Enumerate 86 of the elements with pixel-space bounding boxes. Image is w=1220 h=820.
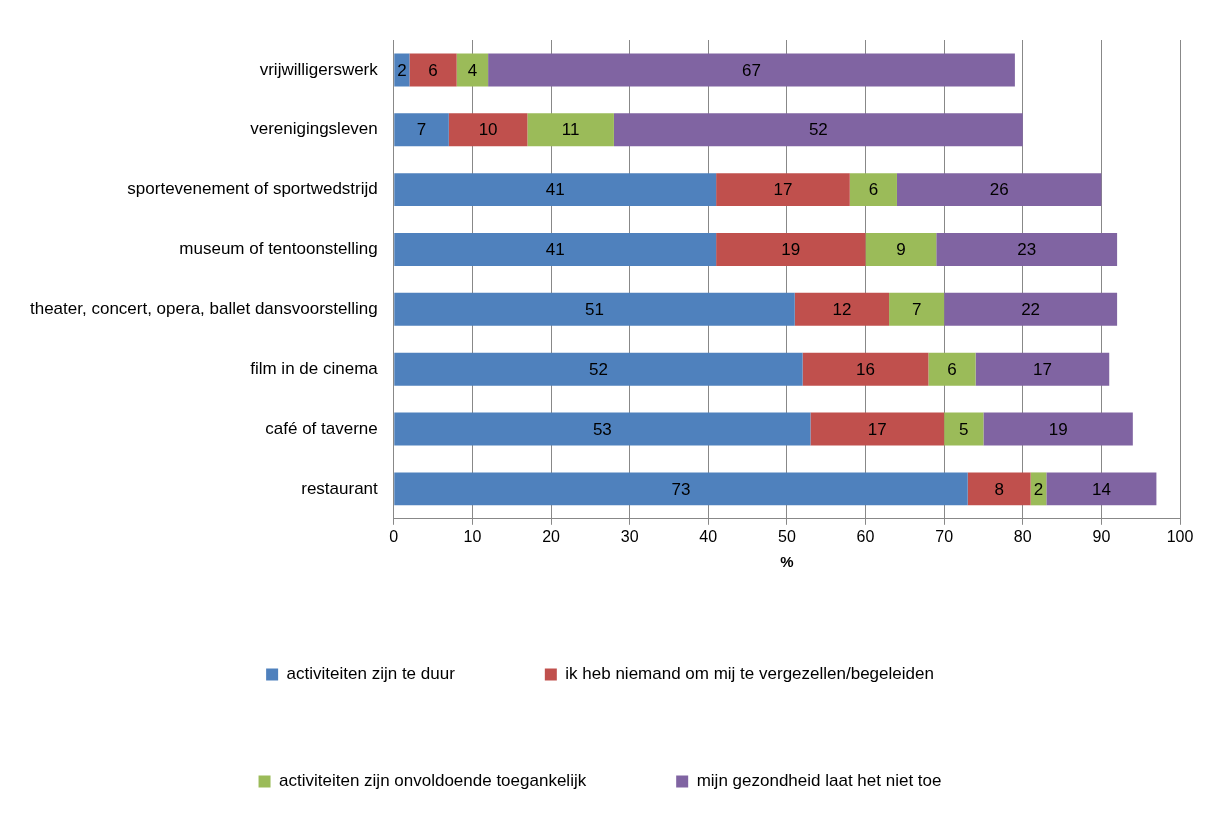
- data-label: 19: [1048, 419, 1068, 439]
- bar: [488, 53, 1015, 87]
- x-axis-title: %: [780, 553, 794, 571]
- bar: [896, 173, 1102, 207]
- bar: [394, 472, 968, 506]
- y-tick-label: sportevenement of sportwedstrijd: [127, 179, 378, 199]
- data-label: 9: [896, 240, 906, 260]
- y-tick-label: vrijwilligerswerk: [259, 59, 379, 79]
- data-label: 23: [1017, 240, 1037, 260]
- data-label: 41: [545, 180, 565, 200]
- x-tick-label: 90: [1092, 527, 1111, 545]
- bar: [794, 292, 890, 326]
- data-label: 16: [856, 359, 875, 379]
- x-tick-label: 70: [935, 527, 954, 545]
- y-tick-label: café of taverne: [265, 418, 378, 438]
- y-tick-label: museum of tentoonstelling: [179, 239, 378, 259]
- data-label: 12: [832, 300, 852, 320]
- data-label: 6: [428, 60, 438, 80]
- data-label: 22: [1021, 300, 1041, 320]
- data-label: 17: [1032, 359, 1052, 379]
- legend-label: ik heb niemand om mij te vergezellen/begeleiden: [565, 664, 934, 684]
- bar: [944, 292, 1118, 326]
- x-tick-label: 60: [856, 527, 875, 545]
- bar: [716, 173, 850, 207]
- bar: [394, 233, 717, 266]
- bar: [394, 412, 811, 446]
- bar: [456, 53, 489, 87]
- data-label: 4: [467, 60, 478, 80]
- data-label: 8: [994, 479, 1004, 499]
- bar: [527, 113, 614, 147]
- data-label: 51: [585, 300, 604, 320]
- data-label: 2: [397, 60, 407, 80]
- bar: [849, 173, 897, 207]
- data-label: 52: [808, 120, 828, 140]
- x-tick-label: 10: [463, 527, 482, 545]
- bar: [865, 233, 937, 266]
- bar: [944, 412, 984, 446]
- data-label: 6: [947, 359, 957, 379]
- data-label: 19: [781, 240, 801, 260]
- data-label: 6: [868, 180, 879, 200]
- legend-label: mijn gezondheid laat het niet toe: [696, 771, 942, 791]
- x-tick-label: 50: [777, 527, 796, 545]
- x-tick-label: 30: [620, 527, 639, 545]
- data-label: 5: [959, 419, 969, 439]
- x-tick-label: 0: [389, 527, 399, 545]
- legend-label: activiteiten zijn onvoldoende toegankelijk: [279, 771, 587, 791]
- data-label: 67: [742, 60, 761, 80]
- data-label: 7: [416, 120, 427, 140]
- bar: [967, 472, 1031, 506]
- data-label: 53: [592, 419, 612, 439]
- data-label: 52: [588, 359, 608, 379]
- y-tick-label: film in de cinema: [250, 358, 379, 378]
- y-tick-label: theater, concert, opera, ballet dansvoorstelling: [29, 299, 378, 319]
- bar: [394, 292, 795, 326]
- x-tick-label: 80: [1013, 527, 1032, 545]
- data-label: 17: [773, 180, 793, 200]
- bar: [394, 352, 803, 386]
- bar: [1046, 472, 1157, 506]
- bar: [448, 113, 528, 147]
- bar: [613, 113, 1023, 147]
- bar: [936, 233, 1118, 266]
- bar: [928, 352, 976, 386]
- bar: [810, 412, 945, 446]
- bar: [394, 173, 717, 207]
- data-label: 7: [911, 300, 922, 320]
- bar: [409, 53, 457, 87]
- y-tick-label: verenigingsleven: [250, 119, 378, 139]
- data-label: 73: [671, 479, 691, 499]
- data-label: 2: [1033, 479, 1044, 499]
- data-label: 17: [867, 419, 887, 439]
- x-tick-label: 100: [1166, 527, 1194, 545]
- data-label: 41: [545, 240, 565, 260]
- bar: [716, 233, 866, 266]
- x-tick-label: 40: [699, 527, 718, 545]
- bar: [889, 292, 945, 326]
- data-label: 14: [1091, 479, 1111, 499]
- x-tick-label: 20: [542, 527, 561, 545]
- data-label: 26: [989, 180, 1009, 200]
- bar: [983, 412, 1133, 446]
- data-label: 10: [478, 120, 498, 140]
- data-label: 11: [561, 120, 580, 140]
- bar: [975, 352, 1110, 386]
- bar: [394, 113, 449, 147]
- bar: [802, 352, 929, 386]
- y-tick-label: restaurant: [301, 478, 379, 498]
- legend-label: activiteiten zijn te duur: [286, 664, 456, 684]
